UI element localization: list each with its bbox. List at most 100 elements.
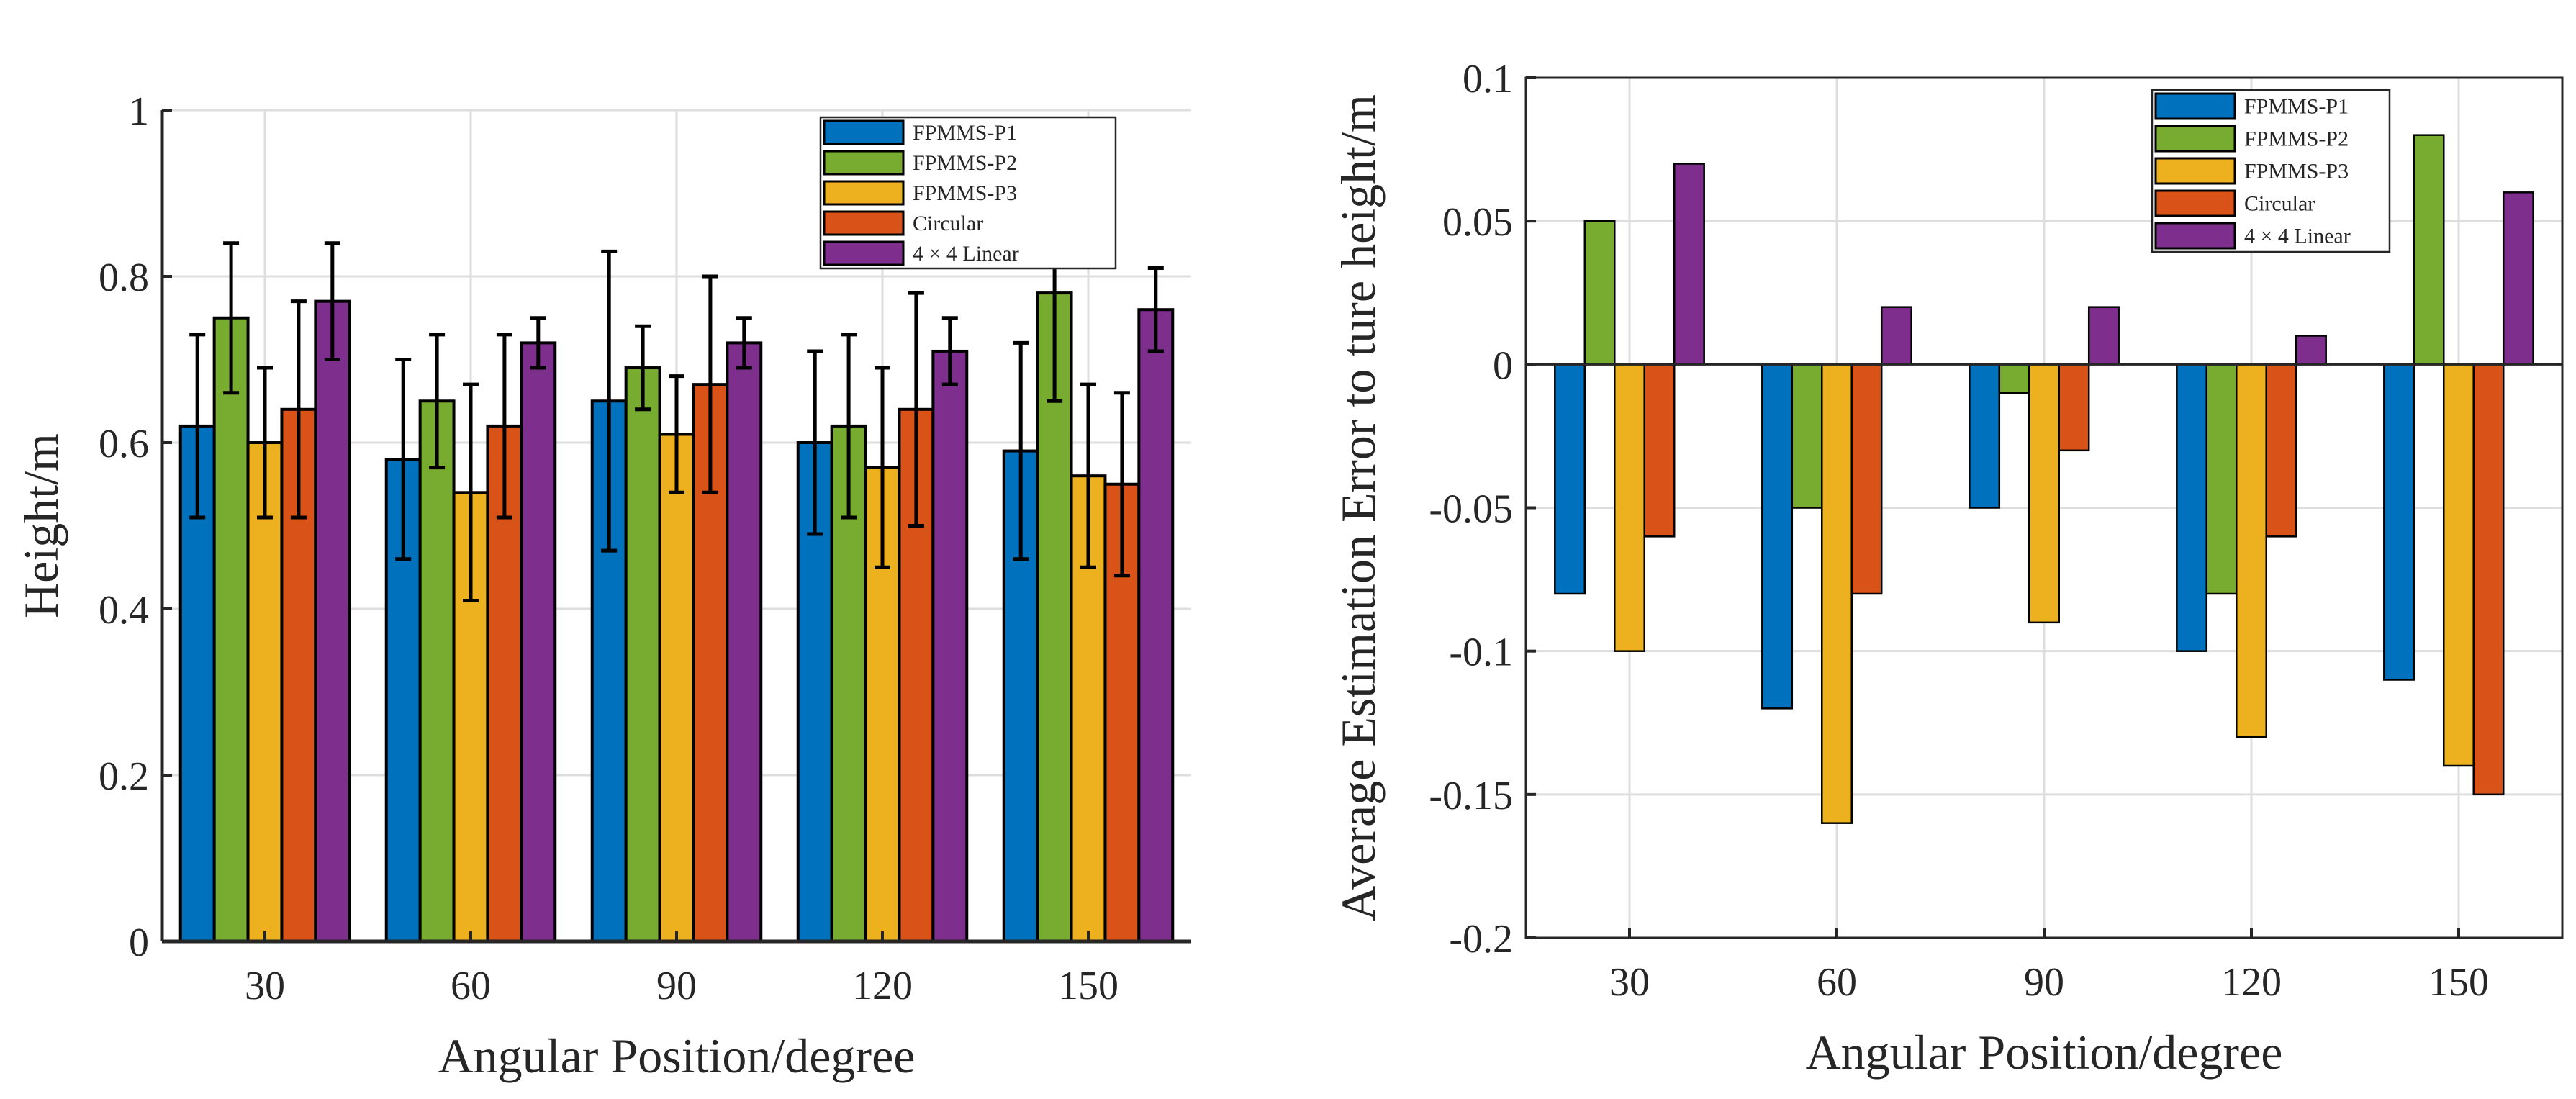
bar-fpmms-p3-90 bbox=[658, 433, 695, 943]
error-bar-4-4-linear-30 bbox=[324, 241, 340, 361]
legend-label-fpmms-p1: FPMMS-P1 bbox=[913, 121, 1017, 145]
bar-4-4-linear-150 bbox=[2502, 191, 2534, 366]
bar-fpmms-p2-150 bbox=[2413, 134, 2445, 366]
bar-circular-150 bbox=[2472, 363, 2505, 796]
x-tick-label: 120 bbox=[852, 964, 913, 1008]
error-bar-4-4-linear-150 bbox=[1147, 266, 1164, 353]
legend: FPMMS-P1 FPMMS-P2 FPMMS-P3 Circular 4 × 4 Li… bbox=[819, 116, 1117, 270]
y-tick-label: 0.8 bbox=[99, 255, 149, 300]
bar-fpmms-p2-90 bbox=[1998, 363, 2030, 394]
error-bar-fpmms-p1-30 bbox=[189, 333, 206, 520]
bar-circular-30 bbox=[1643, 363, 1676, 538]
bar-circular-60 bbox=[1850, 363, 1883, 595]
error-bar-fpmms-p3-150 bbox=[1080, 382, 1096, 569]
y-tick-label: -0.05 bbox=[1429, 487, 1513, 532]
bar-circular-90 bbox=[2058, 363, 2090, 452]
bar-4-4-linear-30 bbox=[1673, 163, 1705, 366]
bar-fpmms-p3-60 bbox=[1821, 363, 1853, 824]
bar-fpmms-p3-120 bbox=[2236, 363, 2267, 738]
bar-fpmms-p2-120 bbox=[2205, 363, 2238, 595]
bar-fpmms-p2-30 bbox=[1583, 220, 1616, 366]
y-tick-label: 1 bbox=[129, 89, 149, 134]
legend-swatch-fpmms-p3 bbox=[823, 180, 905, 206]
bar-4-4-linear-120 bbox=[931, 349, 969, 943]
legend-label-fpmms-p3: FPMMS-P3 bbox=[913, 181, 1017, 205]
legend-label-4-4-linear: 4 × 4 Linear bbox=[2244, 225, 2351, 248]
y-tick-label: 0.6 bbox=[99, 422, 149, 466]
x-tick-label: 60 bbox=[451, 964, 491, 1008]
bar-fpmms-p3-150 bbox=[2443, 363, 2475, 767]
y-tick-label: 0.4 bbox=[99, 588, 149, 633]
error-bar-fpmms-p3-90 bbox=[669, 374, 684, 494]
error-bar-fpmms-p2-90 bbox=[635, 324, 651, 412]
error-bar-fpmms-p1-150 bbox=[1013, 340, 1029, 561]
legend-label-fpmms-p2: FPMMS-P2 bbox=[913, 151, 1017, 175]
y-axis-title: Height/m bbox=[14, 433, 68, 618]
x-tick-label: 90 bbox=[2024, 960, 2064, 1005]
legend-label-fpmms-p1: FPMMS-P1 bbox=[2244, 95, 2349, 119]
legend-swatch-circular bbox=[823, 210, 905, 236]
x-tick-label: 120 bbox=[2221, 960, 2282, 1005]
bar-fpmms-p2-30 bbox=[212, 316, 250, 943]
x-tick-label: 30 bbox=[245, 964, 285, 1008]
bar-fpmms-p2-60 bbox=[418, 399, 456, 943]
bar-fpmms-p1-60 bbox=[1761, 363, 1794, 710]
y-tick-label: -0.1 bbox=[1449, 630, 1513, 675]
legend: FPMMS-P1 FPMMS-P2 FPMMS-P3 Circular 4 × 4 Li… bbox=[2151, 89, 2391, 253]
error-bar-circular-150 bbox=[1113, 391, 1130, 578]
x-axis-title: Angular Position/degree bbox=[438, 1028, 916, 1083]
bar-fpmms-p2-60 bbox=[1791, 363, 1823, 509]
bars bbox=[1554, 134, 2534, 824]
bar-4-4-linear-90 bbox=[2087, 306, 2120, 366]
bar-4-4-linear-60 bbox=[520, 341, 557, 943]
bar-4-4-linear-30 bbox=[314, 299, 351, 943]
height-chart: 0 0.2 0.4 0.6 0.8 1 30 60 90 120 150 Angular Positi… bbox=[14, 89, 1191, 1083]
bar-fpmms-p1-90 bbox=[1969, 363, 2001, 509]
y-tick-label: 0.2 bbox=[99, 754, 149, 799]
bar-4-4-linear-60 bbox=[1880, 306, 1912, 366]
legend-label-fpmms-p2: FPMMS-P2 bbox=[2244, 127, 2349, 151]
x-tick-label: 150 bbox=[1058, 964, 1118, 1008]
error-bar-fpmms-p2-120 bbox=[841, 333, 857, 520]
legend-swatch-circular bbox=[2154, 189, 2236, 217]
error-bar-4-4-linear-60 bbox=[530, 316, 546, 370]
bar-fpmms-p1-30 bbox=[1554, 363, 1586, 595]
x-tick-label: 30 bbox=[1609, 960, 1650, 1005]
error-bar-fpmms-p1-90 bbox=[601, 249, 618, 553]
x-tick-label: 150 bbox=[2428, 960, 2489, 1005]
legend-label-fpmms-p3: FPMMS-P3 bbox=[2244, 160, 2349, 184]
error-bar-fpmms-p1-60 bbox=[395, 358, 412, 561]
error-bar-4-4-linear-90 bbox=[736, 316, 752, 370]
error-bar-fpmms-p2-60 bbox=[429, 333, 446, 470]
x-tick-label: 90 bbox=[656, 964, 697, 1008]
legend-label-circular: Circular bbox=[913, 212, 983, 235]
y-tick-label: 0 bbox=[1493, 343, 1513, 388]
legend-swatch-fpmms-p2 bbox=[2154, 125, 2236, 153]
error-bar-circular-120 bbox=[908, 291, 924, 528]
error-bar-circular-30 bbox=[290, 299, 307, 520]
legend-swatch-4-4-linear bbox=[823, 240, 905, 266]
bar-4-4-linear-120 bbox=[2295, 335, 2327, 366]
y-tick-label: 0 bbox=[129, 921, 149, 965]
y-tick-label: -0.2 bbox=[1449, 917, 1513, 962]
bar-fpmms-p3-30 bbox=[1614, 363, 1645, 652]
error-bar-fpmms-p3-60 bbox=[463, 382, 479, 602]
y-tick-label: -0.15 bbox=[1429, 774, 1513, 818]
error-bar-4-4-linear-120 bbox=[941, 316, 958, 386]
error-chart: -0.2 -0.15 -0.1 -0.05 0 0.05 0.1 30 60 90 120 150 An… bbox=[1331, 57, 2564, 1080]
error-bar-fpmms-p3-30 bbox=[257, 366, 273, 520]
error-bar-circular-60 bbox=[496, 333, 512, 520]
y-axis-title: Average Estimation Error to ture height/… bbox=[1331, 94, 1386, 921]
x-axis-title: Angular Position/degree bbox=[1806, 1025, 2283, 1080]
bar-fpmms-p3-90 bbox=[2028, 363, 2060, 624]
bar-fpmms-p1-120 bbox=[2176, 363, 2208, 652]
y-tick-label: 0.05 bbox=[1442, 200, 1513, 245]
error-bar-fpmms-p1-120 bbox=[807, 349, 823, 536]
error-bar-fpmms-p3-120 bbox=[875, 366, 890, 569]
bar-4-4-linear-90 bbox=[726, 341, 763, 943]
axes: 0 0.2 0.4 0.6 0.8 1 30 60 90 120 150 bbox=[99, 89, 1191, 1008]
legend-label-4-4-linear: 4 × 4 Linear bbox=[913, 242, 1019, 266]
error-bar-fpmms-p2-30 bbox=[223, 241, 240, 395]
legend-swatch-fpmms-p1 bbox=[823, 119, 905, 145]
